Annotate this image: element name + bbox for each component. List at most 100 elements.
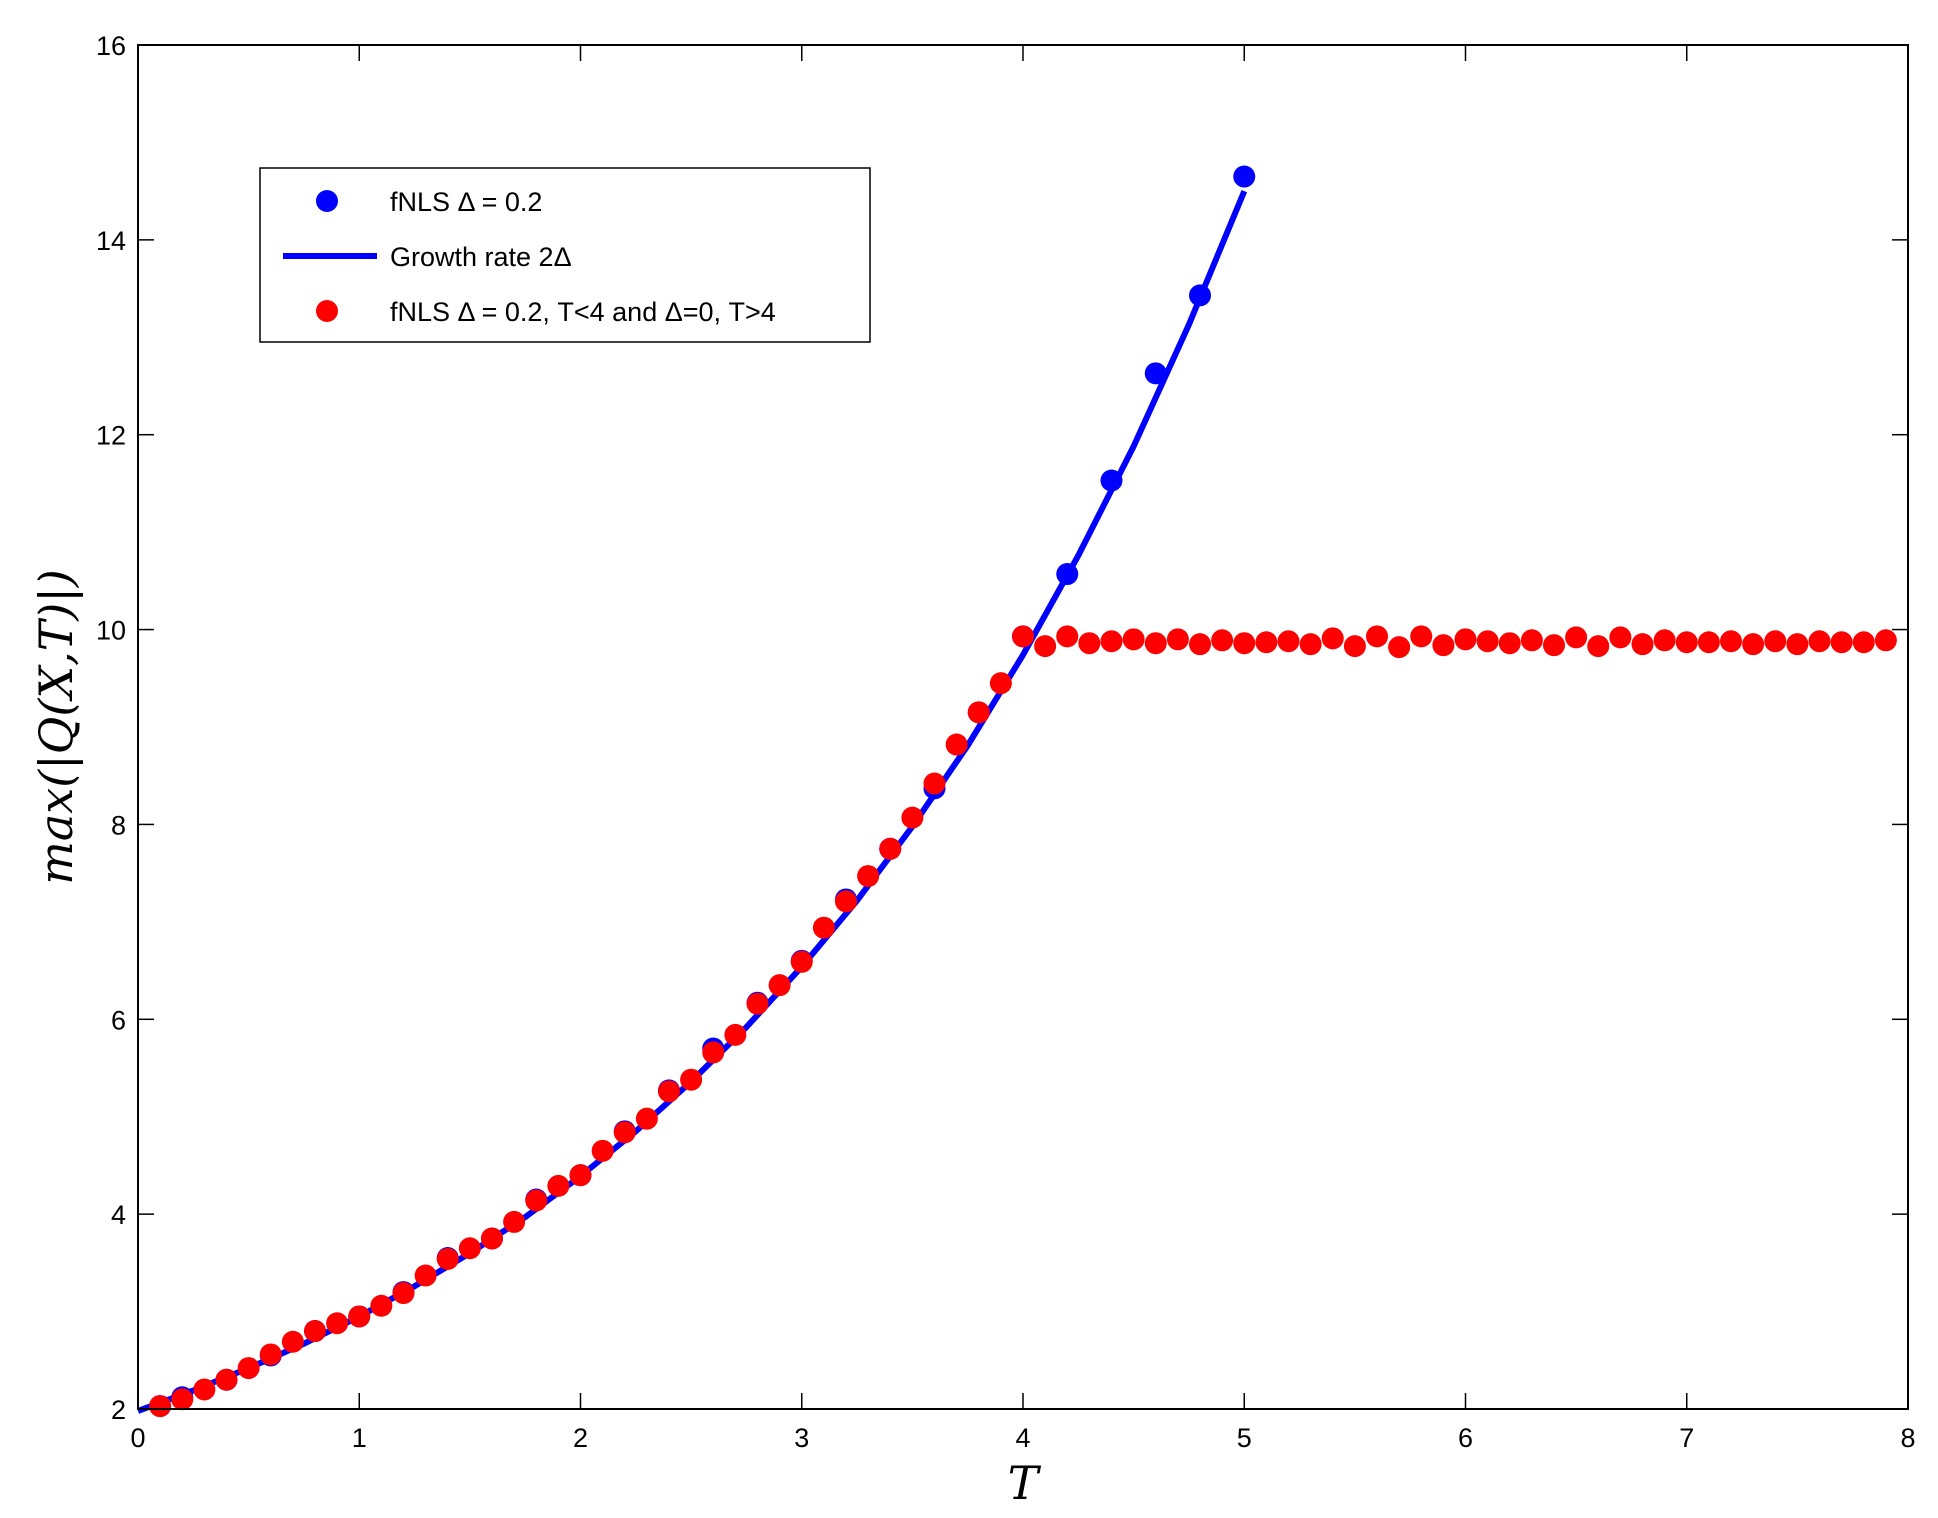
legend-marker-red — [316, 300, 338, 322]
data-point-red — [1454, 628, 1477, 651]
data-point-red — [1697, 631, 1720, 654]
data-point-red — [923, 772, 946, 795]
data-point-red — [1100, 630, 1123, 653]
axes-box — [137, 44, 1909, 1410]
data-point-red — [259, 1343, 282, 1366]
y-tick-label: 4 — [111, 1200, 126, 1230]
data-point-red — [989, 672, 1012, 695]
data-point-red — [171, 1388, 194, 1411]
x-tick-labels: 0 1 2 3 4 5 6 7 8 — [130, 1423, 1915, 1453]
data-point-red — [1498, 632, 1521, 655]
data-point-red — [414, 1264, 437, 1287]
x-tick-label: 7 — [1679, 1423, 1694, 1453]
data-point-red — [1299, 633, 1322, 656]
x-axis-title: T — [1008, 1456, 1042, 1510]
data-point-red — [1830, 631, 1853, 654]
data-point-red — [481, 1227, 503, 1250]
legend-marker-blue — [316, 190, 338, 212]
data-point-red — [237, 1357, 260, 1380]
data-point-red — [569, 1164, 592, 1187]
data-point-red — [215, 1368, 238, 1391]
data-point-red — [1122, 628, 1145, 651]
legend-label: Growth rate 2Δ — [390, 242, 572, 272]
data-point-red — [503, 1210, 526, 1233]
data-point-red — [1520, 629, 1543, 652]
data-point-blue — [1144, 362, 1167, 385]
y-tick-labels: 2 4 6 8 10 12 14 16 — [96, 31, 126, 1425]
series-layer — [136, 165, 1897, 1418]
data-point-blue — [1233, 165, 1256, 188]
x-tick-label: 6 — [1458, 1423, 1473, 1453]
data-point-red — [458, 1237, 481, 1260]
data-point-red — [1255, 631, 1278, 654]
data-point-red — [1675, 631, 1698, 654]
x-tick-label: 1 — [352, 1423, 367, 1453]
data-point-red — [1653, 629, 1676, 652]
data-point-red — [1144, 632, 1167, 655]
data-point-red — [1874, 629, 1897, 652]
data-point-red — [1388, 636, 1411, 659]
data-point-red — [746, 992, 769, 1015]
data-point-red — [1034, 635, 1057, 658]
data-point-red — [1852, 631, 1875, 654]
x-tick-label: 2 — [573, 1423, 588, 1453]
data-point-red — [525, 1189, 548, 1212]
data-point-red — [370, 1294, 393, 1317]
data-point-red — [1808, 630, 1831, 653]
data-point-red — [945, 733, 968, 756]
y-tick-label: 8 — [111, 810, 126, 840]
x-tick-label: 8 — [1900, 1423, 1915, 1453]
data-point-red — [901, 806, 924, 829]
data-point-red — [1189, 633, 1211, 656]
data-point-red — [348, 1305, 371, 1328]
data-point-red — [326, 1312, 349, 1335]
x-tick-label: 0 — [130, 1423, 145, 1453]
data-point-red — [149, 1395, 172, 1418]
data-point-red — [1078, 632, 1101, 655]
data-point-red — [1432, 634, 1455, 657]
y-tick-label: 10 — [96, 616, 126, 646]
data-point-red — [1720, 630, 1742, 653]
data-point-red — [1631, 633, 1654, 656]
y-axis-title: max(|Q(X,T)|) — [29, 569, 83, 885]
data-point-red — [1609, 626, 1632, 649]
data-point-red — [724, 1023, 747, 1046]
data-point-red — [879, 837, 902, 860]
x-tick-label: 5 — [1237, 1423, 1252, 1453]
data-point-red — [1233, 632, 1256, 655]
plot-area — [136, 165, 1897, 1418]
data-point-red — [1543, 634, 1565, 657]
data-point-blue — [1100, 469, 1123, 492]
data-point-red — [392, 1282, 415, 1305]
data-point-red — [658, 1080, 680, 1103]
data-point-red — [680, 1068, 703, 1091]
data-point-red — [702, 1041, 725, 1064]
y-tick-label: 2 — [111, 1395, 126, 1425]
data-point-red — [635, 1107, 658, 1130]
data-point-red — [1056, 625, 1079, 648]
legend-label: fNLS Δ = 0.2, T<4 and Δ=0, T>4 — [390, 297, 776, 327]
data-point-red — [1410, 625, 1433, 648]
legend-label: fNLS Δ = 0.2 — [390, 187, 542, 217]
data-point-red — [281, 1330, 304, 1353]
data-point-red — [591, 1139, 614, 1162]
data-point-red — [790, 950, 813, 973]
data-point-red — [1211, 629, 1234, 652]
data-point-red — [835, 890, 857, 913]
data-point-red — [613, 1121, 636, 1144]
data-point-red — [1565, 626, 1588, 649]
data-point-red — [193, 1378, 216, 1401]
y-tick-label: 14 — [96, 226, 126, 256]
data-point-red — [1476, 630, 1499, 653]
data-point-red — [768, 974, 791, 997]
data-point-red — [436, 1247, 459, 1270]
data-point-blue — [1056, 563, 1079, 586]
data-point-red — [1764, 630, 1787, 653]
data-point-red — [1166, 628, 1189, 651]
data-point-red — [1587, 635, 1610, 658]
data-point-red — [1012, 625, 1034, 648]
x-tick-label: 3 — [794, 1423, 809, 1453]
data-point-red — [1742, 633, 1765, 656]
legend: fNLS Δ = 0.2 Growth rate 2Δ fNLS Δ = 0.2, … — [259, 167, 871, 343]
